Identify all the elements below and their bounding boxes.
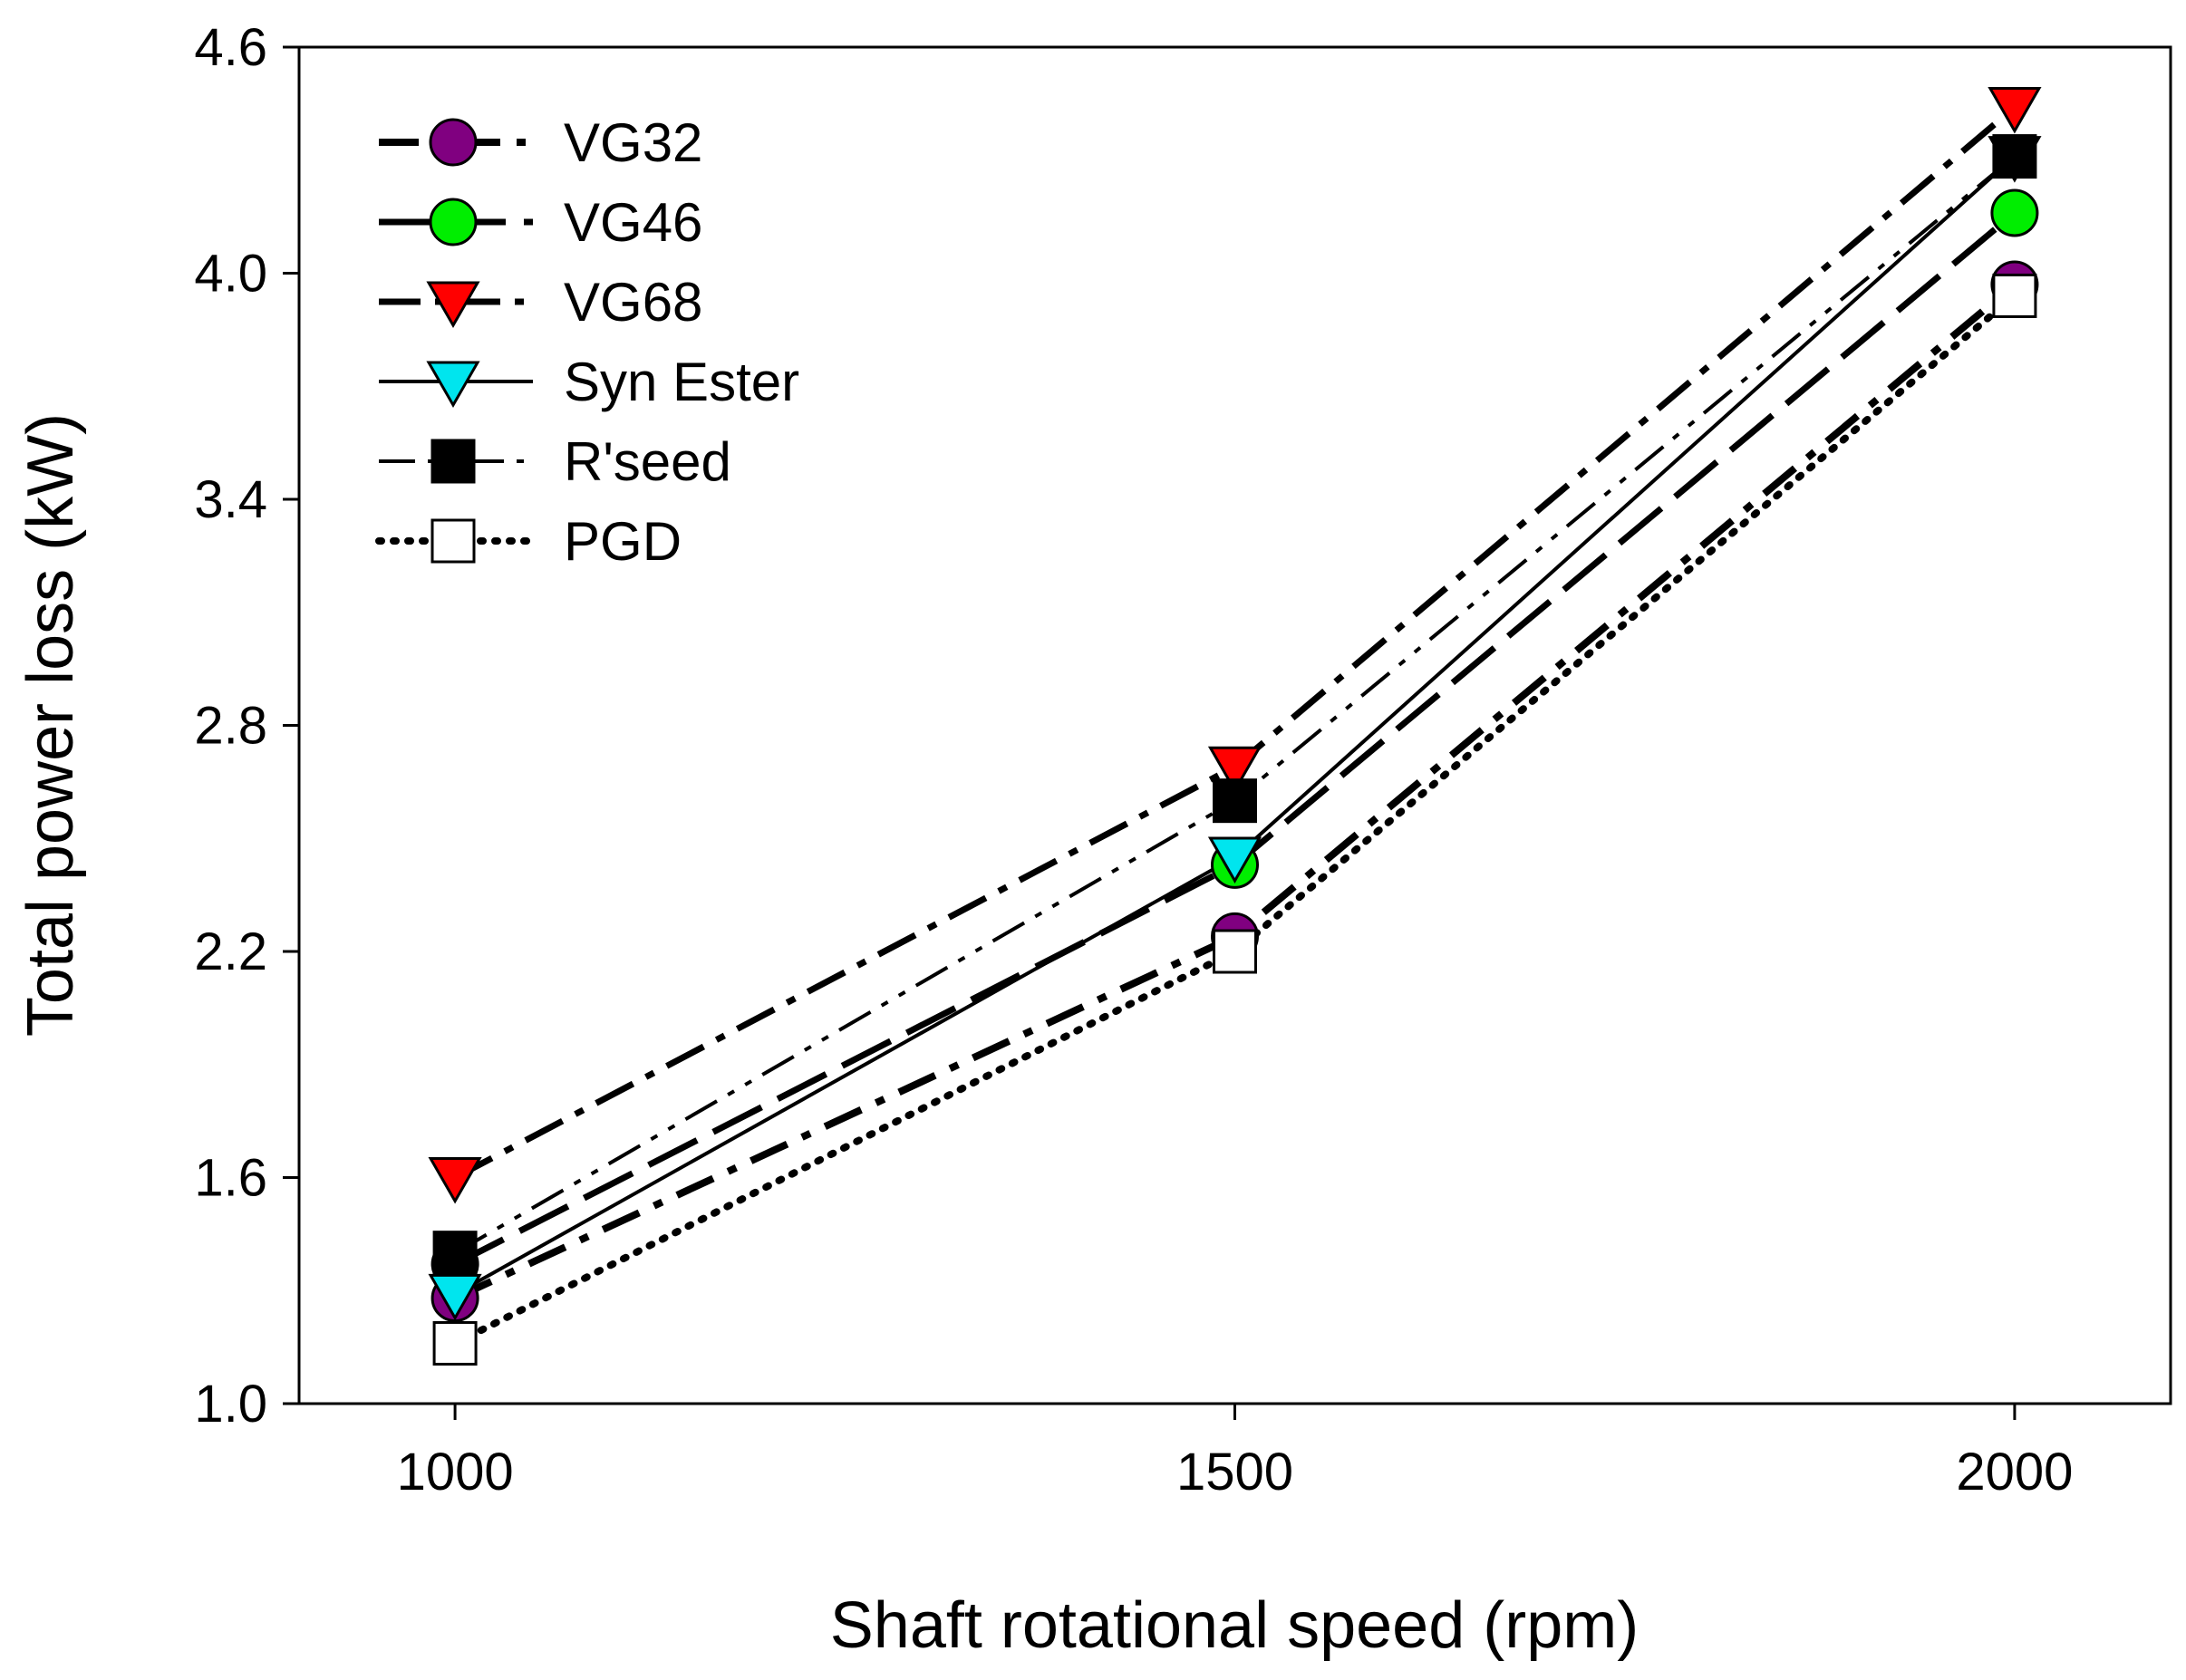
series-line-vg68 — [453, 104, 2017, 1181]
y-tick-label-2-8: 2.8 — [194, 697, 267, 756]
legend-label-vg46: VG46 — [564, 192, 702, 253]
legend-label-r-seed: R'seed — [564, 431, 731, 492]
legend-marker-vg32 — [429, 118, 478, 167]
y-axis: 1.0 1.6 2.2 2.8 3.4 4.0 4.6 — [194, 18, 299, 1434]
data-point-vg46-2000 — [1990, 188, 2039, 237]
data-point-vg68-1500 — [1207, 746, 1262, 794]
legend-label-vg68: VG68 — [564, 272, 702, 333]
data-point-r-seed-2000 — [1992, 134, 2037, 179]
legend-label-vg32: VG32 — [564, 112, 702, 173]
y-axis-title: Total power loss (kW) — [15, 413, 87, 1037]
legend-marker-vg46 — [429, 198, 478, 246]
y-tick-label-1-0: 1.0 — [194, 1375, 267, 1434]
x-tick-label-1500: 1500 — [1176, 1443, 1293, 1501]
y-tick-label-2-2: 2.2 — [194, 922, 267, 981]
data-point-syn-ester-1500 — [1207, 836, 1262, 884]
data-point-vg68-2000 — [1988, 87, 2042, 134]
x-axis: 1000 1500 2000 — [397, 1404, 2073, 1501]
y-tick-label-3-4: 3.4 — [194, 470, 267, 529]
data-point-r-seed-1500 — [1213, 778, 1257, 824]
x-axis-title: Shaft rotational speed (rpm) — [830, 1589, 1639, 1662]
legend-label-syn-ester: Syn Ester — [564, 352, 799, 412]
y-tick-label-1-6: 1.6 — [194, 1149, 267, 1208]
data-point-pgd-2000 — [1992, 273, 2037, 318]
series-markers — [428, 87, 2042, 1366]
data-point-syn-ester-1000 — [428, 1273, 482, 1321]
legend-label-pgd: PGD — [564, 511, 682, 572]
legend-marker-r-seed — [430, 439, 476, 484]
legend-marker-vg68 — [426, 281, 480, 329]
y-tick-label-4-0: 4.0 — [194, 245, 267, 304]
x-tick-label-1000: 1000 — [397, 1443, 514, 1501]
y-tick-label-4-6: 4.6 — [194, 18, 267, 77]
data-point-r-seed-1000 — [432, 1231, 478, 1276]
legend: VG32 VG46 VG68 Syn Ester R'seed PGD — [375, 112, 799, 572]
legend-marker-syn-ester — [426, 361, 480, 409]
x-tick-label-2000: 2000 — [1956, 1443, 2073, 1501]
data-point-pgd-1000 — [432, 1320, 478, 1366]
data-point-pgd-1500 — [1213, 929, 1257, 974]
data-point-vg68-1000 — [428, 1157, 482, 1204]
legend-marker-pgd — [430, 518, 476, 564]
